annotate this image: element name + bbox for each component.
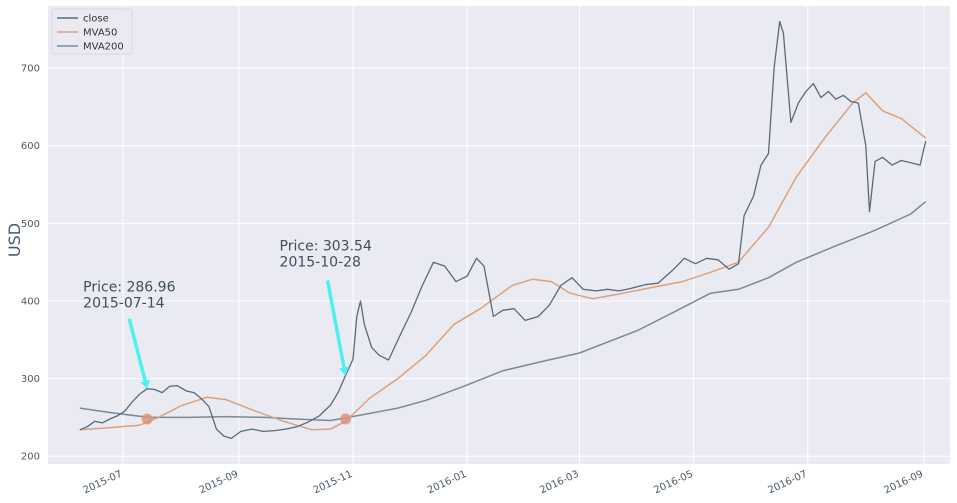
series-lines (79, 20, 927, 440)
x-tick-label: 2016-07 (767, 469, 810, 497)
y-tick-label: 300 (21, 374, 40, 385)
x-axis-ticks: 2015-07 2015-09 2015-11 2016-01 2016-03 2016-… (82, 469, 925, 497)
grid-lines (48, 6, 950, 464)
crossover-markers (141, 413, 352, 425)
x-tick-label: 2016-09 (883, 469, 926, 497)
annotation-date: 2015-07-14 (83, 296, 164, 312)
annotation-arrowhead (339, 366, 349, 376)
series-line-mva50 (79, 92, 927, 431)
x-tick-label: 2015-11 (312, 469, 355, 497)
annotation-arrow (325, 280, 346, 368)
crossover-marker (141, 413, 153, 425)
annotation-date: 2015-10-28 (280, 255, 361, 271)
annotation-arrow (127, 318, 147, 382)
legend-box (51, 8, 133, 55)
y-tick-label: 500 (21, 219, 40, 230)
x-tick-label: 2016-01 (426, 469, 469, 497)
x-tick-label: 2016-05 (652, 469, 695, 497)
y-tick-label: 600 (21, 141, 40, 152)
x-tick-label: 2015-07 (82, 469, 125, 497)
y-tick-label: 400 (21, 296, 40, 307)
annotation-price: Price: 286.96 (83, 280, 175, 296)
x-tick-label: 2016-03 (538, 469, 581, 497)
y-axis-ticks: 200 300 400 500 600 700 (21, 64, 40, 463)
plot-area (48, 6, 950, 464)
x-tick-label: 2015-09 (198, 469, 241, 497)
legend: close MVA50 MVA200 (51, 8, 133, 55)
y-axis-label: USD (5, 223, 24, 257)
annotation-arrowhead (140, 379, 150, 389)
series-line-mva200 (79, 201, 927, 422)
legend-label-mva50: MVA50 (83, 28, 117, 39)
legend-label-mva200: MVA200 (83, 42, 124, 53)
annotation-price: Price: 303.54 (280, 239, 372, 255)
y-tick-label: 200 (21, 452, 40, 463)
crossover-marker (340, 413, 352, 425)
y-tick-label: 700 (21, 64, 40, 75)
legend-label-close: close (83, 14, 109, 25)
series-line-close (79, 20, 927, 440)
